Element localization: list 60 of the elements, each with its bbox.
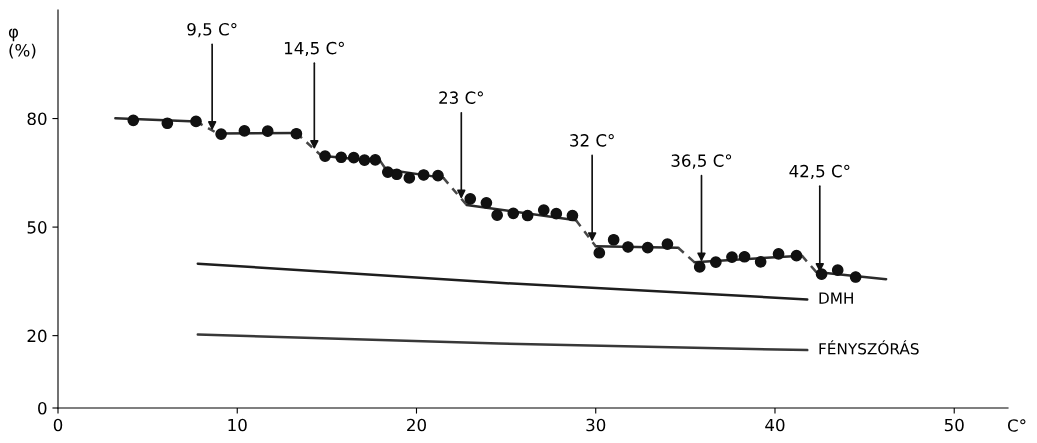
point — [709, 256, 722, 269]
point — [215, 128, 227, 140]
y-tick-label: 50 — [27, 221, 47, 234]
annotation: 23 C° — [439, 91, 483, 104]
point — [403, 172, 416, 184]
point — [521, 209, 534, 222]
point — [593, 246, 606, 259]
point — [369, 153, 382, 166]
x-tick-label: 40 — [765, 418, 785, 432]
point — [417, 169, 430, 181]
point — [347, 151, 360, 164]
point — [738, 250, 751, 263]
point — [566, 209, 579, 222]
point — [238, 125, 251, 137]
x-tick-label: 0 — [53, 418, 63, 432]
point — [537, 204, 550, 216]
y-tick-label: 0 — [38, 401, 47, 415]
annotation: 9,5 C° — [187, 22, 237, 38]
point — [726, 251, 738, 263]
point — [831, 264, 844, 276]
point — [161, 117, 174, 130]
point — [491, 209, 503, 221]
point — [381, 166, 394, 178]
annotation: 32 C° — [570, 134, 614, 147]
point — [319, 150, 331, 163]
x-tick-label: 10 — [228, 418, 247, 432]
point — [661, 238, 674, 250]
point — [507, 207, 520, 220]
point — [480, 197, 493, 209]
y-tick-label: 80 — [27, 112, 47, 126]
point — [432, 169, 444, 182]
point — [693, 261, 706, 273]
point — [190, 115, 202, 128]
point — [358, 154, 371, 166]
point — [335, 151, 348, 164]
y-tick-label: 20 — [27, 329, 47, 343]
annotation: 36,5 C° — [671, 154, 732, 169]
x-axis-title: C° — [1007, 419, 1026, 432]
point — [464, 193, 477, 205]
point — [622, 241, 634, 253]
point — [550, 207, 563, 220]
point — [127, 114, 140, 127]
point — [815, 268, 828, 280]
point — [607, 233, 620, 246]
point — [641, 241, 654, 254]
y-axis-title: φ (%) — [8, 28, 36, 59]
point — [754, 255, 767, 268]
point — [790, 249, 803, 262]
point — [390, 168, 403, 181]
point — [849, 271, 862, 283]
annotation: 42,5 C° — [789, 164, 850, 180]
series-label: DMH — [819, 292, 853, 304]
point — [772, 248, 785, 260]
series-label: FÉNYSZÓRÁS — [819, 340, 919, 355]
annotation: 14,5 C° — [284, 41, 344, 57]
x-tick-label: 20 — [407, 418, 426, 432]
point — [261, 125, 274, 138]
point — [290, 127, 303, 140]
x-tick-label: 30 — [586, 418, 606, 432]
x-tick-label: 50 — [944, 418, 964, 432]
